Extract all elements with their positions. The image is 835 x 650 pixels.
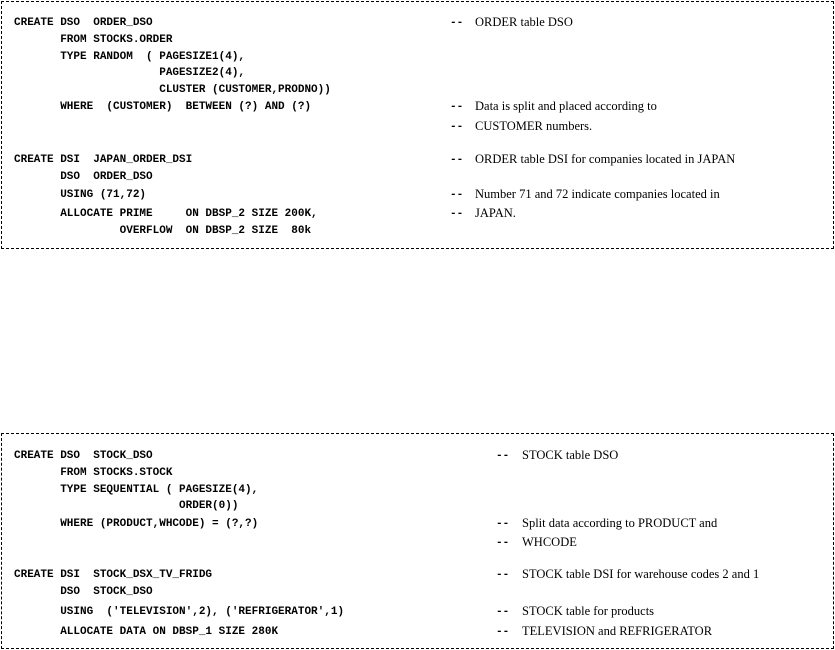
code-line: CLUSTER (CUSTOMER,PRODNO)) xyxy=(2,82,833,99)
code-text: ALLOCATE DATA ON DBSP_1 SIZE 280K xyxy=(14,626,279,638)
code-line: USING (71,72) -- Number 71 and 72 indicate… xyxy=(2,187,833,204)
code-line: DSO ORDER_DSO xyxy=(2,169,833,186)
code-line: CREATE DSO ORDER_DSO -- ORDER table DSO xyxy=(2,15,833,32)
comment-marker: -- xyxy=(496,537,510,549)
comment-marker: -- xyxy=(450,154,464,166)
comment-text: JAPAN. xyxy=(475,206,516,220)
code-line: ALLOCATE DATA ON DBSP_1 SIZE 280K -- TELEV… xyxy=(2,624,833,641)
code-line: FROM STOCKS.ORDER xyxy=(2,32,833,49)
code-text: USING (71,72) xyxy=(14,189,147,201)
code-text: WHERE (CUSTOMER) BETWEEN (?) AND (?) xyxy=(14,101,312,113)
code-text: FROM STOCKS.ORDER xyxy=(14,34,173,46)
code-text: OVERFLOW ON DBSP_2 SIZE 80k xyxy=(14,225,312,237)
code-text: USING ('TELEVISION',2), ('REFRIGERATOR',… xyxy=(14,606,345,618)
code-line: FROM STOCKS.STOCK xyxy=(2,465,833,482)
code-line: TYPE RANDOM ( PAGESIZE1(4), xyxy=(2,49,833,66)
code-text: ALLOCATE PRIME ON DBSP_2 SIZE 200K, xyxy=(14,208,318,220)
code-line: -- CUSTOMER numbers. xyxy=(2,119,833,136)
order-dso-code-box: CREATE DSO ORDER_DSO -- ORDER table DSO FR… xyxy=(1,1,834,249)
comment-marker: -- xyxy=(496,450,510,462)
comment-marker: -- xyxy=(450,189,464,201)
comment-text: Split data according to PRODUCT and xyxy=(522,516,718,530)
code-text: TYPE SEQUENTIAL ( PAGESIZE(4), xyxy=(14,484,259,496)
code-text: WHERE (PRODUCT,WHCODE) = (?,?) xyxy=(14,518,259,530)
code-line: ALLOCATE PRIME ON DBSP_2 SIZE 200K, -- JAP… xyxy=(2,206,833,223)
code-text: CLUSTER (CUSTOMER,PRODNO)) xyxy=(14,84,331,96)
comment-text: TELEVISION and REFRIGERATOR xyxy=(522,624,713,638)
comment-marker: -- xyxy=(496,518,510,530)
comment-text: STOCK table DSI for warehouse codes 2 an… xyxy=(522,567,760,581)
code-line: WHERE (CUSTOMER) BETWEEN (?) AND (?) -- Da… xyxy=(2,99,833,116)
code-text: CREATE DSO ORDER_DSO xyxy=(14,17,153,29)
code-line: USING ('TELEVISION',2), ('REFRIGERATOR',… xyxy=(2,604,833,621)
comment-text: Number 71 and 72 indicate companies loca… xyxy=(475,187,720,201)
code-text: FROM STOCKS.STOCK xyxy=(14,467,173,479)
code-line: ORDER(0)) xyxy=(2,498,833,515)
code-text: ORDER(0)) xyxy=(14,500,239,512)
code-text: DSO ORDER_DSO xyxy=(14,171,153,183)
code-text: CREATE DSI STOCK_DSX_TV_FRIDG xyxy=(14,569,213,581)
code-line: CREATE DSI JAPAN_ORDER_DSI -- ORDER table … xyxy=(2,152,833,169)
code-text: CREATE DSI JAPAN_ORDER_DSI xyxy=(14,154,193,166)
code-line: WHERE (PRODUCT,WHCODE) = (?,?) -- Split da… xyxy=(2,516,833,533)
comment-text: CUSTOMER numbers. xyxy=(475,119,593,133)
comment-text: ORDER table DSO xyxy=(475,15,573,29)
comment-marker: -- xyxy=(450,121,464,133)
comment-marker: -- xyxy=(450,17,464,29)
comment-text: STOCK table for products xyxy=(522,604,655,618)
code-text: CREATE DSO STOCK_DSO xyxy=(14,450,153,462)
code-text: PAGESIZE2(4), xyxy=(14,67,246,79)
code-text: DSO STOCK_DSO xyxy=(14,586,153,598)
comment-marker: -- xyxy=(450,208,464,220)
comment-marker: -- xyxy=(496,626,510,638)
code-line: CREATE DSI STOCK_DSX_TV_FRIDG -- STOCK tab… xyxy=(2,567,833,584)
comment-text: STOCK table DSO xyxy=(522,448,619,462)
comment-marker: -- xyxy=(496,606,510,618)
comment-marker: -- xyxy=(496,569,510,581)
comment-marker: -- xyxy=(450,101,464,113)
code-text: TYPE RANDOM ( PAGESIZE1(4), xyxy=(14,51,246,63)
code-line: DSO STOCK_DSO xyxy=(2,584,833,601)
comment-text: WHCODE xyxy=(522,535,577,549)
code-line: OVERFLOW ON DBSP_2 SIZE 80k xyxy=(2,223,833,240)
comment-text: ORDER table DSI for companies located in… xyxy=(475,152,736,166)
code-line: PAGESIZE2(4), xyxy=(2,65,833,82)
code-line: CREATE DSO STOCK_DSO -- STOCK table DSO xyxy=(2,448,833,465)
stock-dso-code-box: CREATE DSO STOCK_DSO -- STOCK table DSO FR… xyxy=(1,433,834,649)
comment-text: Data is split and placed according to xyxy=(475,99,657,113)
code-line: -- WHCODE xyxy=(2,535,833,552)
code-line: TYPE SEQUENTIAL ( PAGESIZE(4), xyxy=(2,482,833,499)
